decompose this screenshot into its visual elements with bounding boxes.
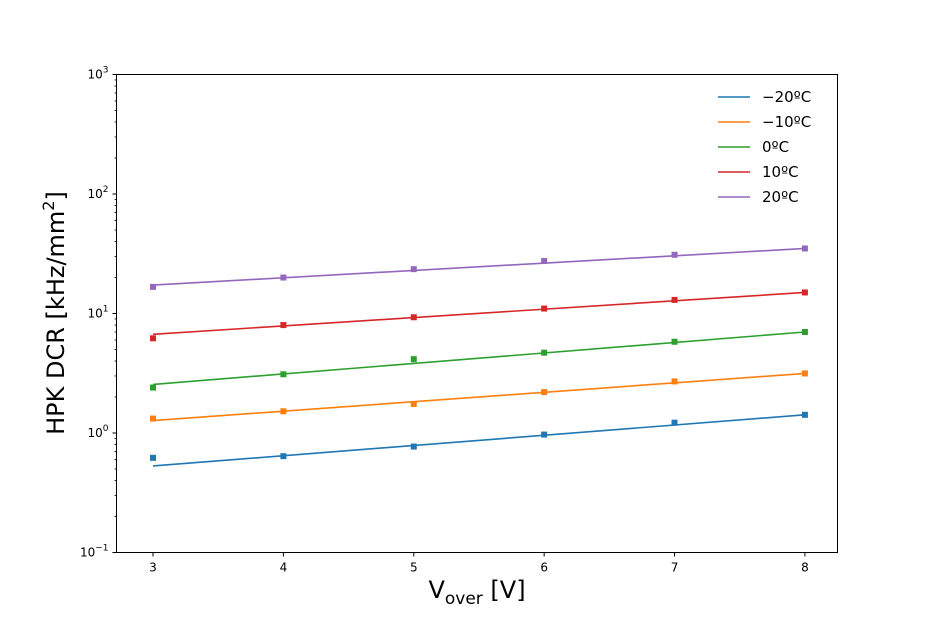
marker-series-2-point-1 (280, 371, 287, 378)
marker-series-4-point-2 (410, 266, 417, 273)
y-tick-label-exp-3: 2 (103, 185, 109, 195)
y-tick-label-3: 102 (87, 185, 108, 201)
marker-series-2-point-4 (671, 338, 678, 345)
y-tick-label-exp-4: 3 (103, 66, 109, 76)
marker-series-3-point-4 (671, 296, 678, 303)
y-tick-label-exp-0: −1 (95, 544, 108, 554)
marker-series-0-point-1 (280, 453, 287, 460)
marker-series-3-point-0 (150, 335, 157, 342)
marker-series-1-point-1 (280, 408, 287, 415)
fit-line-series-3 (152, 291, 805, 336)
y-axis-title: HPK DCR [kHz/mm2] (39, 191, 70, 435)
marker-series-2-point-5 (801, 329, 808, 336)
marker-series-0-point-0 (150, 454, 157, 461)
y-tick-label-base-4: 10 (87, 68, 102, 82)
y-tick-label-2: 101 (87, 305, 108, 321)
y-tick-label-exp-1: 0 (103, 424, 109, 434)
legend-label-1: −10ºC (762, 113, 811, 131)
marker-series-4-point-3 (541, 257, 548, 264)
y-tick-label-base-0: 10 (80, 546, 95, 560)
marker-series-3-point-5 (801, 289, 808, 296)
legend-label-0: −20ºC (762, 88, 811, 106)
marker-series-4-point-0 (150, 283, 157, 290)
y-tick-label-1: 100 (87, 424, 108, 440)
legend: −20ºC −10ºC 0ºC 10ºC 20ºC (718, 88, 811, 206)
x-axis-ticks: 3 4 5 6 7 8 (149, 552, 809, 575)
x-axis-title: Vover [V] (428, 576, 525, 609)
marker-series-0-point-2 (410, 443, 417, 450)
x-tick-label-2: 5 (410, 561, 418, 575)
legend-label-3: 10ºC (762, 163, 799, 181)
y-axis-title-main: HPK DCR [kHz/mm (42, 211, 70, 435)
fit-lines (152, 247, 805, 467)
marker-series-4-point-1 (280, 274, 287, 281)
x-tick-label-3: 6 (540, 561, 548, 575)
x-axis-title-rest: [V] (483, 576, 526, 604)
marker-series-0-point-5 (801, 411, 808, 418)
fit-line-series-0 (152, 414, 805, 467)
fit-line-series-2 (152, 331, 805, 386)
marker-series-0-point-4 (671, 419, 678, 426)
marker-series-2-point-0 (150, 384, 157, 391)
y-tick-label-exp-2: 1 (103, 305, 109, 315)
y-tick-label-base-1: 10 (87, 426, 102, 440)
fit-line-series-1 (152, 372, 805, 422)
marker-series-4-point-4 (671, 251, 678, 258)
legend-label-4: 20ºC (762, 188, 799, 206)
marker-series-1-point-4 (671, 378, 678, 385)
x-tick-label-5: 8 (801, 561, 809, 575)
marker-series-3-point-3 (541, 305, 548, 312)
marker-series-4-point-5 (801, 245, 808, 252)
y-tick-label-4: 103 (87, 66, 108, 82)
legend-label-2: 0ºC (762, 138, 789, 156)
x-tick-label-0: 3 (149, 561, 157, 575)
y-tick-label-base-2: 10 (87, 307, 102, 321)
x-tick-label-4: 7 (671, 561, 679, 575)
data-markers (150, 245, 808, 461)
x-axis-title-main: V (428, 576, 445, 604)
y-tick-label-base-3: 10 (87, 187, 102, 201)
y-axis-title-sup: 2 (39, 201, 58, 211)
y-axis-title-rest: ] (42, 191, 70, 200)
y-tick-label-0: 10−1 (80, 544, 109, 560)
fit-line-series-4 (152, 247, 805, 286)
marker-series-0-point-3 (541, 431, 548, 438)
marker-series-2-point-2 (410, 356, 417, 363)
marker-series-1-point-3 (541, 389, 548, 396)
marker-series-2-point-3 (541, 349, 548, 356)
x-tick-label-1: 4 (280, 561, 288, 575)
marker-series-1-point-5 (801, 370, 808, 377)
marker-series-3-point-1 (280, 322, 287, 329)
x-axis-title-sub: over (445, 589, 483, 609)
marker-series-1-point-2 (410, 400, 417, 407)
marker-series-3-point-2 (410, 314, 417, 321)
marker-series-1-point-0 (150, 415, 157, 422)
